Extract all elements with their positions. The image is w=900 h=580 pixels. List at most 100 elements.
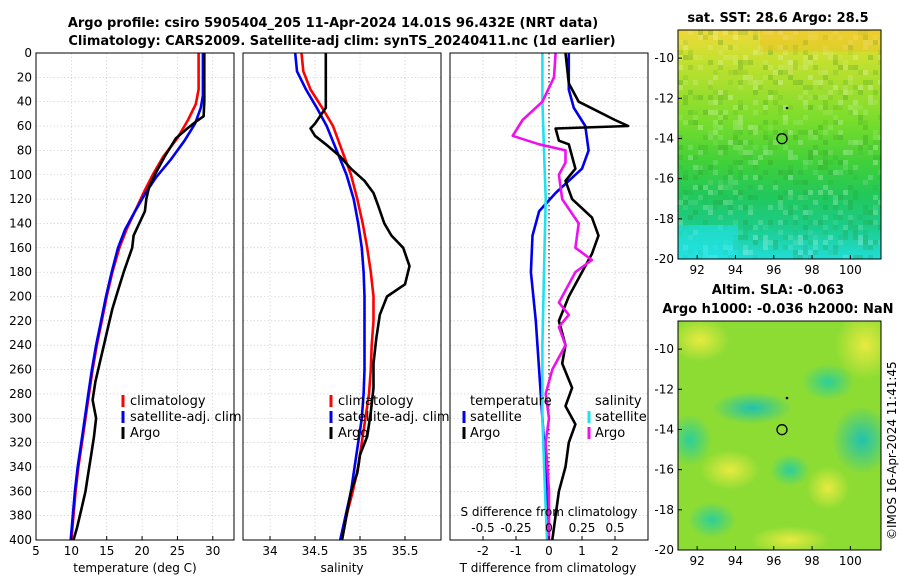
sst-pixel — [683, 95, 688, 100]
sst-pixel — [833, 205, 838, 210]
sst-pixel — [863, 40, 868, 45]
sst-pixel — [813, 30, 818, 35]
sst-pixel — [728, 140, 733, 145]
sst-pixel — [873, 130, 878, 135]
y-tick-label: 180 — [9, 265, 32, 279]
sst-pixel — [788, 190, 793, 195]
sst-pixel — [788, 165, 793, 170]
sst-pixel — [773, 80, 778, 85]
sst-pixel — [693, 210, 698, 215]
sst-pixel — [733, 60, 738, 65]
sst-pixel — [763, 100, 768, 105]
x-tick-label: 35.5 — [392, 544, 419, 558]
sst-pixel — [843, 160, 848, 165]
sst-pixel — [823, 100, 828, 105]
legend-label-sal-argo: Argo — [595, 426, 625, 441]
sst-pixel — [788, 155, 793, 160]
sst-pixel — [863, 220, 868, 225]
sst-pixel — [768, 220, 773, 225]
sst-pixel — [863, 30, 868, 35]
sst-pixel — [853, 105, 858, 110]
sst-pixel — [738, 130, 743, 135]
sst-pixel — [773, 145, 778, 150]
sst-pixel — [708, 110, 713, 115]
sst-pixel — [713, 190, 718, 195]
x-tick-label: 10 — [64, 544, 79, 558]
sst-pixel — [828, 170, 833, 175]
sst-pixel — [808, 95, 813, 100]
x-tick-label: 35 — [352, 544, 367, 558]
sst-pixel — [708, 100, 713, 105]
sst-pixel — [733, 220, 738, 225]
x-tick-label: -1 — [510, 544, 522, 558]
y-tick-label: 160 — [9, 241, 32, 255]
sst-pixel — [823, 230, 828, 235]
sst-pixel — [838, 130, 843, 135]
sst-pixel — [863, 240, 868, 245]
map-x-tick-label: 94 — [728, 554, 743, 568]
sst-pixel — [733, 130, 738, 135]
y-tick-label: 60 — [17, 119, 32, 133]
sst-pixel — [858, 115, 863, 120]
sst-pixel — [788, 60, 793, 65]
sst-pixel — [723, 200, 728, 205]
sst-pixel — [753, 165, 758, 170]
sst-pixel — [793, 80, 798, 85]
sst-pixel — [873, 240, 878, 245]
sst-pixel — [838, 55, 843, 60]
sst-pixel — [873, 195, 878, 200]
sst-pixel — [793, 45, 798, 50]
sst-pixel — [778, 220, 783, 225]
map-x-tick-label: 92 — [690, 263, 705, 277]
sst-pixel — [843, 200, 848, 205]
sst-pixel — [793, 180, 798, 185]
sst-pixel — [768, 135, 773, 140]
x-tick-label: 2 — [611, 544, 619, 558]
sst-pixel — [858, 90, 863, 95]
y-tick-label: 340 — [9, 460, 32, 474]
sla-map-frame — [677, 320, 882, 551]
sst-pixel — [773, 130, 778, 135]
sst-pixel — [823, 120, 828, 125]
sst-pixel — [808, 30, 813, 35]
sst-pixel — [868, 40, 873, 45]
sst-pixel — [818, 85, 823, 90]
sst-pixel — [678, 145, 683, 150]
sla-map-subtitle: Argo h1000: -0.036 h2000: NaN — [662, 302, 893, 317]
sst-pixel — [803, 245, 808, 250]
sst-pixel — [748, 250, 753, 255]
sst-pixel — [773, 140, 778, 145]
sst-pixel — [838, 195, 843, 200]
sst-pixel — [868, 80, 873, 85]
sst-pixel — [683, 55, 688, 60]
y-tick-label: 380 — [9, 509, 32, 523]
sst-pixel — [733, 125, 738, 130]
sst-pixel — [733, 160, 738, 165]
sst-pixel — [738, 235, 743, 240]
sst-pixel — [763, 120, 768, 125]
sst-pixel — [818, 95, 823, 100]
sst-pixel — [853, 190, 858, 195]
sst-pixel — [723, 115, 728, 120]
sst-pixel — [823, 225, 828, 230]
sst-pixel — [813, 245, 818, 250]
sst-pixel — [878, 60, 881, 65]
sst-pixel — [848, 225, 853, 230]
y-tick-label: 140 — [9, 216, 32, 230]
temperature-panel: 5 10 15 20 25 30 temperature (deg C) 0 20 40 60 80 1… — [9, 46, 235, 575]
sst-pixel — [738, 30, 743, 35]
sst-warm-patch — [760, 30, 881, 52]
sst-pixel — [703, 195, 708, 200]
sst-pixel — [703, 185, 708, 190]
sst-pixel — [803, 225, 808, 230]
sst-pixel — [678, 50, 683, 55]
sst-pixel — [698, 95, 703, 100]
sst-pixel — [678, 200, 683, 205]
sst-pixel — [758, 45, 763, 50]
sst-pixel — [763, 135, 768, 140]
legend-label-climatology: climatology — [130, 394, 206, 409]
sst-pixel — [808, 85, 813, 90]
sst-pixel — [853, 55, 858, 60]
sst-pixel — [873, 140, 878, 145]
sst-pixel — [848, 150, 853, 155]
